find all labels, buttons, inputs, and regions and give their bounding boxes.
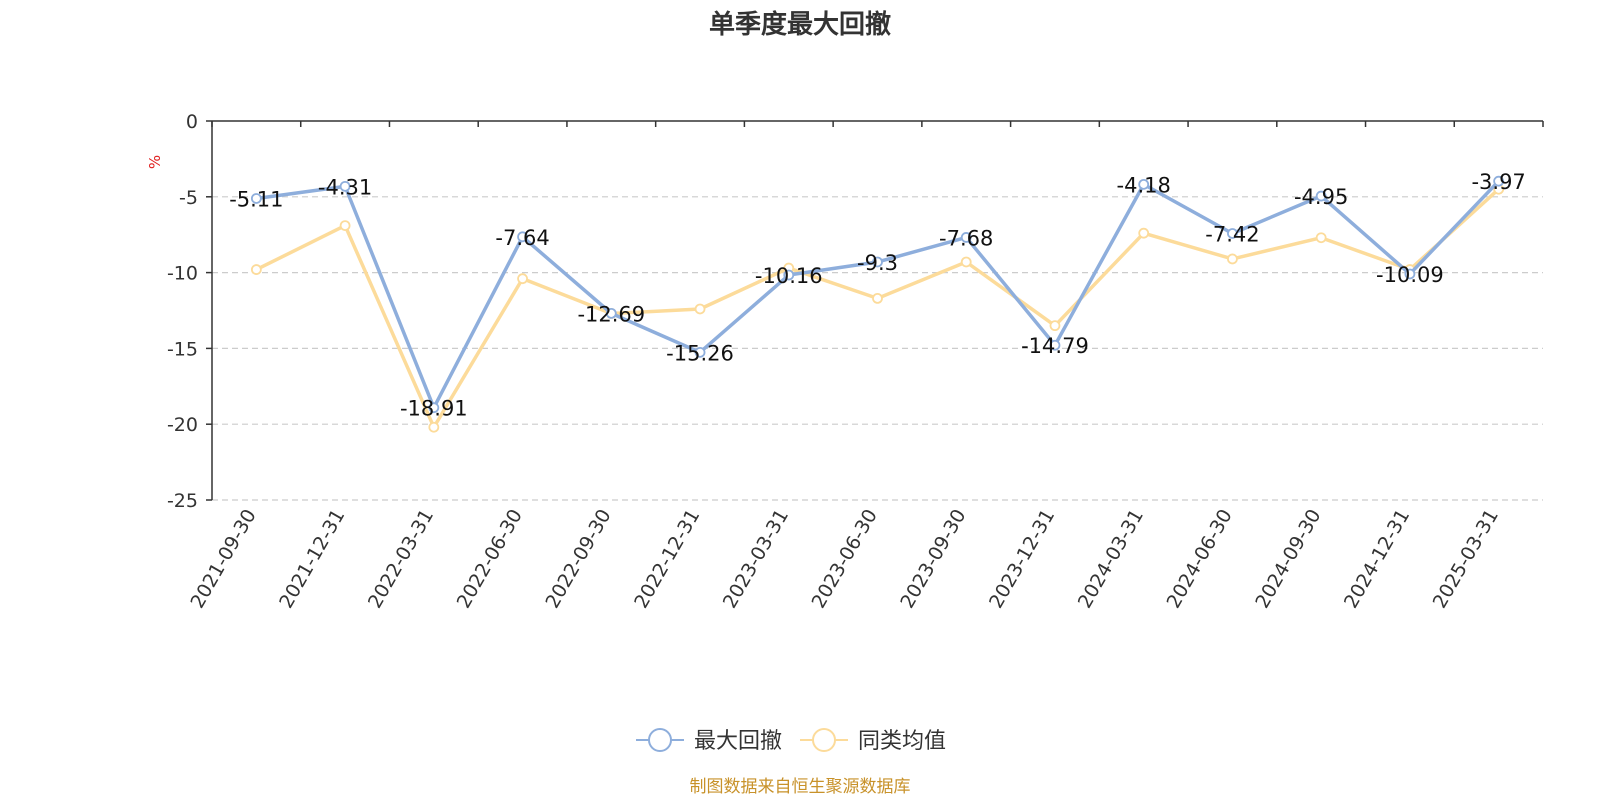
- y-axis-unit: %: [146, 155, 164, 169]
- data-point: [1227, 228, 1238, 239]
- data-label: -12.69: [577, 302, 645, 326]
- data-label: -15.26: [666, 341, 734, 365]
- data-point: [250, 264, 262, 275]
- data-point: [1049, 339, 1061, 351]
- data-label: -7.42: [1205, 222, 1259, 246]
- data-label: -4.95: [1294, 185, 1348, 209]
- legend-label: 同类均值: [858, 729, 946, 754]
- data-label: -4.18: [1117, 173, 1171, 197]
- data-point: [783, 269, 795, 281]
- legend-marker: [648, 728, 672, 752]
- data-label: -10.16: [755, 264, 823, 288]
- y-tick-label: -5: [179, 187, 198, 209]
- data-point: [872, 256, 883, 268]
- x-tick-label: 2022-12-31: [630, 506, 704, 613]
- data-point: [339, 220, 351, 232]
- data-point: [517, 231, 528, 243]
- legend-item[interactable]: 同类均值: [800, 728, 946, 754]
- data-point: [605, 307, 617, 319]
- y-tick-label: -15: [167, 338, 198, 360]
- data-label: -5.11: [229, 187, 283, 211]
- data-point: [517, 273, 528, 285]
- data-point: [694, 303, 706, 315]
- x-tick-label: 2024-09-30: [1251, 506, 1325, 613]
- data-label: -18.91: [400, 397, 468, 421]
- y-tick-label: -25: [167, 490, 198, 512]
- data-point: [694, 346, 706, 358]
- legend[interactable]: 最大回撤 同类均值: [636, 728, 946, 754]
- legend-label: 最大回撤: [694, 729, 782, 754]
- x-tick-label: 2022-09-30: [541, 506, 615, 613]
- legend-item[interactable]: 最大回撤: [636, 728, 782, 754]
- data-label: -14.79: [1021, 334, 1089, 358]
- x-tick-label: 2023-03-31: [719, 506, 793, 613]
- data-label: -9.3: [857, 251, 898, 275]
- x-tick-label: 2024-03-31: [1074, 506, 1148, 613]
- data-point: [1227, 253, 1238, 265]
- data-point: [428, 402, 440, 414]
- data-label: -4.31: [318, 175, 372, 199]
- y-tick-label: -10: [167, 263, 198, 285]
- data-point: [1315, 190, 1327, 202]
- data-point: [1138, 178, 1150, 190]
- x-tick-label: 2023-09-30: [896, 506, 970, 613]
- data-point: [1315, 232, 1327, 244]
- data-point: [1138, 227, 1150, 239]
- series-layer: [250, 175, 1505, 433]
- x-tick-label: 2025-03-31: [1429, 506, 1503, 613]
- x-tick-label: 2024-12-31: [1340, 506, 1414, 613]
- chart-title: 单季度最大回撤: [709, 9, 891, 40]
- x-tick-label: 2022-03-31: [364, 506, 438, 613]
- data-label: -7.64: [495, 226, 549, 250]
- x-tick-label: 2021-12-31: [275, 506, 349, 613]
- legend-marker: [812, 728, 836, 752]
- data-point: [960, 256, 972, 268]
- data-label: -7.68: [939, 226, 993, 250]
- data-point: [1049, 320, 1061, 332]
- x-tick-label: 2024-06-30: [1163, 506, 1237, 613]
- x-tick-label: 2021-09-30: [186, 506, 260, 613]
- y-tick-label: -20: [167, 414, 198, 436]
- data-point: [339, 180, 351, 192]
- data-point: [250, 193, 262, 204]
- data-source-note: 制图数据来自恒生聚源数据库: [690, 777, 911, 797]
- x-tick-label: 2022-06-30: [453, 506, 527, 613]
- data-point: [872, 292, 883, 304]
- data-point: [1493, 175, 1505, 187]
- x-tick-label: 2023-12-31: [985, 506, 1059, 613]
- x-tick-label: 2023-06-30: [808, 506, 882, 613]
- data-point: [960, 232, 972, 243]
- data-point: [428, 421, 440, 433]
- data-labels: -5.11 -4.31 -18.91 -7.64 -12.69 -15.26 -10.16 -…: [229, 170, 1526, 420]
- data-label: -3.97: [1471, 170, 1525, 194]
- data-point: [1404, 268, 1416, 280]
- y-tick-label: 0: [186, 111, 198, 133]
- data-label: -10.09: [1376, 263, 1444, 287]
